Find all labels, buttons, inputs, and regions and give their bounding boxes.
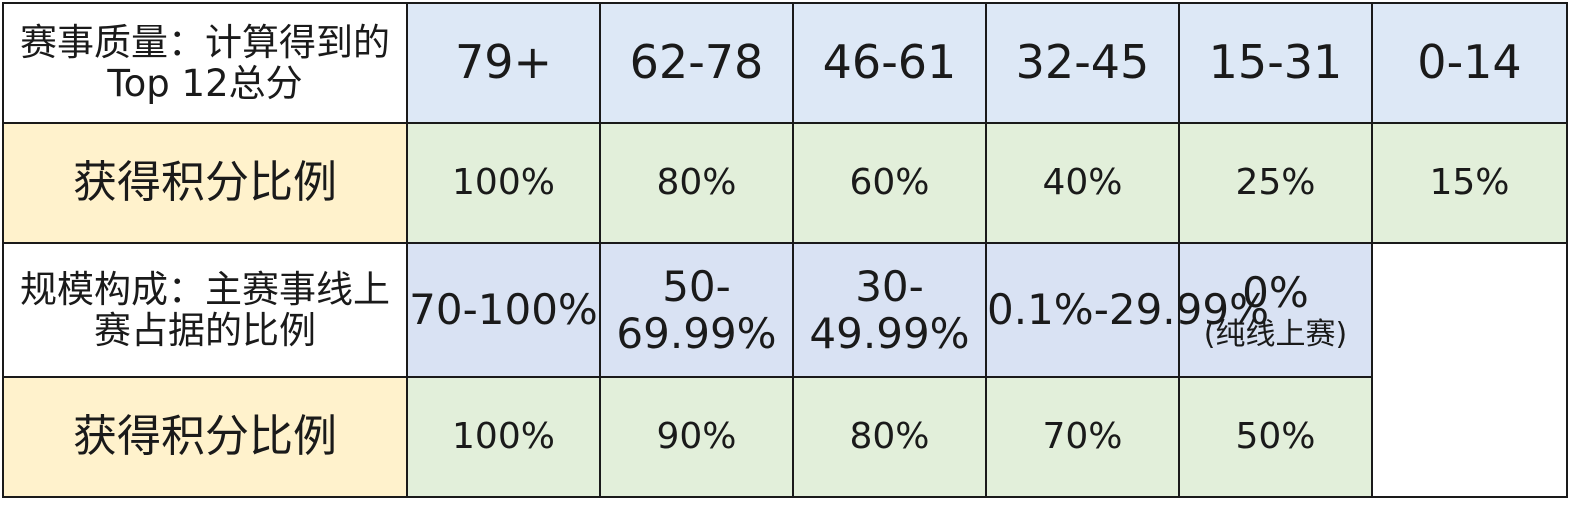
scale-range-cell: 0.1%-29.99%	[985, 242, 1269, 378]
scale-points-label: 获得积分比例	[2, 376, 408, 498]
quality-range-cell: 32-45	[985, 2, 1180, 124]
scale-range-cell: 50-69.99%	[599, 242, 794, 378]
scale-points-row: 获得积分比例 100% 90% 80% 70% 50%	[2, 376, 1567, 498]
scale-percent-cell: 70%	[985, 376, 1180, 498]
quality-percent-cell: 100%	[406, 122, 601, 244]
points-table-container: 赛事质量：计算得到的Top 12总分 79+ 62-78 46-61 32-45…	[2, 2, 1568, 498]
scale-range-value: 0%	[1242, 267, 1309, 317]
quality-range-cell: 46-61	[792, 2, 987, 124]
quality-range-cell: 0-14	[1371, 2, 1568, 124]
scale-label: 规模构成：主赛事线上赛占据的比例	[2, 242, 408, 378]
quality-percent-cell: 25%	[1178, 122, 1373, 244]
quality-percent-cell: 60%	[792, 122, 987, 244]
quality-percent-cell: 80%	[599, 122, 794, 244]
scale-range-row: 规模构成：主赛事线上赛占据的比例 70-100% 50-69.99% 30-49…	[2, 242, 1568, 498]
scale-percent-cell: 80%	[792, 376, 987, 498]
empty-cell	[1371, 242, 1568, 498]
scale-percent-cell: 90%	[599, 376, 794, 498]
scale-range-cell: 30-49.99%	[792, 242, 987, 378]
quality-range-cell: 79+	[406, 2, 601, 124]
quality-points-label: 获得积分比例	[2, 122, 408, 244]
scale-range-note: (纯线上赛)	[1203, 316, 1348, 352]
points-table: 赛事质量：计算得到的Top 12总分 79+ 62-78 46-61 32-45…	[2, 2, 1568, 498]
scale-range-cell-online: 0% (纯线上赛)	[1178, 242, 1373, 378]
scale-range-cell: 70-100%	[406, 242, 601, 378]
quality-range-row: 赛事质量：计算得到的Top 12总分 79+ 62-78 46-61 32-45…	[2, 2, 1568, 124]
quality-points-row: 获得积分比例 100% 80% 60% 40% 25% 15%	[2, 122, 1568, 244]
scale-percent-cell: 100%	[406, 376, 601, 498]
quality-percent-cell: 40%	[985, 122, 1180, 244]
quality-range-cell: 15-31	[1178, 2, 1373, 124]
quality-percent-cell: 15%	[1371, 122, 1568, 244]
scale-percent-cell: 50%	[1178, 376, 1373, 498]
quality-range-cell: 62-78	[599, 2, 794, 124]
quality-label: 赛事质量：计算得到的Top 12总分	[2, 2, 408, 124]
